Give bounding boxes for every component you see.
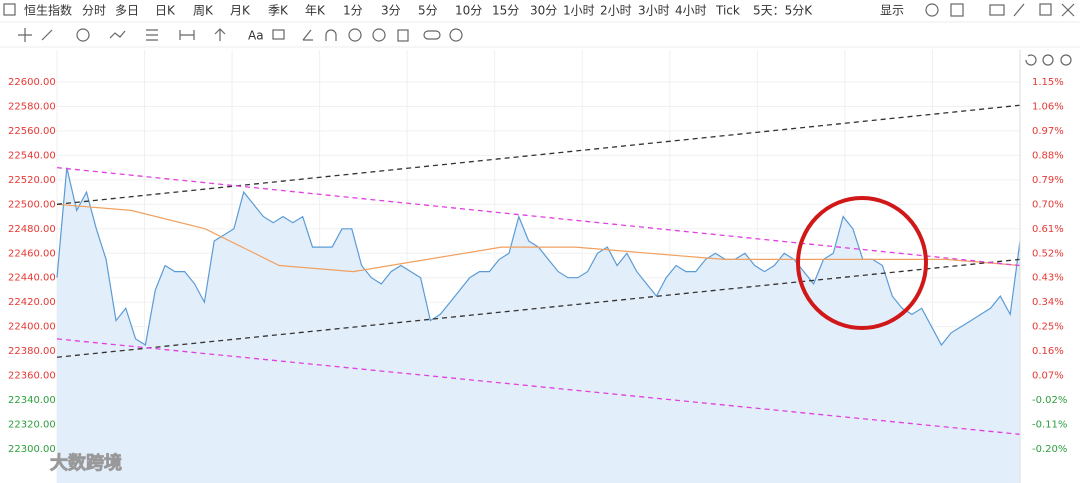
settings-icon[interactable]: [925, 3, 939, 17]
highlight-circle: [796, 196, 928, 330]
period-tab[interactable]: 15分: [492, 4, 519, 18]
link-icon[interactable]: [423, 30, 441, 40]
period-tab[interactable]: 年K: [305, 4, 326, 18]
watermark: 大数跨境: [50, 452, 122, 474]
y2-tick-label: 1.15%: [1032, 77, 1064, 88]
y-tick-label: 22420.00: [8, 297, 56, 308]
y-tick-label: 22320.00: [8, 420, 56, 431]
zoom-out-icon[interactable]: [1042, 54, 1054, 66]
y2-tick-label: 0.43%: [1032, 273, 1064, 284]
note-tool-icon[interactable]: [272, 29, 285, 40]
period-tab[interactable]: 5天：5分K: [753, 4, 813, 18]
y2-tick-label: 0.16%: [1032, 346, 1064, 357]
period-tab[interactable]: 30分: [530, 4, 557, 18]
y2-tick-label: -0.11%: [1032, 420, 1067, 431]
angle-tool-icon[interactable]: [302, 29, 313, 41]
y-tick-label: 22380.00: [8, 346, 56, 357]
draw-settings-icon[interactable]: [449, 28, 463, 42]
period-tab[interactable]: 5分: [418, 4, 438, 18]
period-tab-active[interactable]: 分时: [82, 4, 106, 18]
y2-tick-label: 0.97%: [1032, 126, 1064, 137]
period-tab[interactable]: 1小时: [563, 4, 595, 18]
y2-tick-label: 0.34%: [1032, 297, 1064, 308]
y-tick-label: 22540.00: [8, 150, 56, 161]
lock-icon[interactable]: [348, 28, 362, 42]
y-tick-label: 22480.00: [8, 224, 56, 235]
y2-tick-label: 0.70%: [1032, 199, 1064, 210]
y-tick-label: 22440.00: [8, 273, 56, 284]
period-tab[interactable]: 季K: [268, 4, 289, 18]
wave-tool-icon[interactable]: [109, 30, 126, 39]
y-tick-label: 22460.00: [8, 248, 56, 259]
y-tick-label: 22520.00: [8, 175, 56, 186]
y2-tick-label: -0.20%: [1032, 444, 1067, 455]
period-tab[interactable]: 多日: [115, 4, 139, 18]
period-tab[interactable]: 3小时: [638, 4, 670, 18]
line-tool-icon[interactable]: [41, 29, 53, 41]
magnet-icon[interactable]: [325, 29, 337, 41]
y-tick-label: 22560.00: [8, 126, 56, 137]
period-tab[interactable]: 4小时: [675, 4, 707, 18]
y2-tick-label: 0.07%: [1032, 371, 1064, 382]
reset-icon[interactable]: [1025, 54, 1037, 66]
period-tab[interactable]: 10分: [455, 4, 482, 18]
font-tool[interactable]: Aa: [248, 29, 264, 43]
y-tick-label: 22400.00: [8, 322, 56, 333]
y2-tick-label: 0.25%: [1032, 322, 1064, 333]
period-tab[interactable]: 日K: [155, 4, 176, 18]
plot-area: 22600.00 22580.00 22560.00 22540.00 22520.00…: [8, 50, 1067, 483]
move-icon[interactable]: [18, 28, 32, 42]
y2-tick-label: 0.88%: [1032, 150, 1064, 161]
period-tab[interactable]: 1分: [343, 4, 363, 18]
arrow-tool-icon[interactable]: [214, 28, 226, 41]
period-tab[interactable]: 3分: [381, 4, 401, 18]
period-tab[interactable]: Tick: [715, 4, 740, 18]
price-area: [57, 167, 1020, 483]
y-tick-label: 22500.00: [8, 199, 56, 210]
hide-icon[interactable]: [372, 28, 386, 42]
y-tick-label: 22580.00: [8, 101, 56, 112]
pen-icon[interactable]: [1013, 3, 1025, 17]
average-line: [56, 203, 1021, 273]
y2-tick-label: 1.06%: [1032, 101, 1064, 112]
fib-tool-icon[interactable]: [146, 29, 158, 41]
period-tab[interactable]: 2小时: [600, 4, 632, 18]
y2-tick-label: 0.52%: [1032, 248, 1064, 259]
period-tab[interactable]: 月K: [230, 4, 251, 18]
delete-icon[interactable]: [397, 29, 409, 42]
toolbar-title: 恒生指数: [24, 3, 72, 18]
close-icon[interactable]: [1061, 3, 1075, 17]
y-tick-label: 22360.00: [8, 371, 56, 382]
toolbar-icons: [18, 3, 1075, 66]
y-tick-label: 22340.00: [8, 395, 56, 406]
color-icon[interactable]: [950, 3, 964, 17]
range-tool-icon[interactable]: [179, 30, 195, 40]
camera-icon[interactable]: [989, 4, 1005, 16]
menu-icon[interactable]: [3, 3, 16, 16]
zoom-in-icon[interactable]: [1060, 54, 1072, 66]
y2-tick-label: 0.61%: [1032, 224, 1064, 235]
display-menu[interactable]: 显示: [880, 4, 904, 18]
y2-tick-label: 0.79%: [1032, 175, 1064, 186]
y-tick-label: 22600.00: [8, 77, 56, 88]
period-tab[interactable]: 周K: [193, 4, 214, 18]
y2-tick-label: -0.02%: [1032, 395, 1067, 406]
cycle-tool-icon[interactable]: [76, 28, 90, 42]
y-tick-label: 22300.00: [8, 444, 56, 455]
fullscreen-icon[interactable]: [1039, 3, 1052, 16]
